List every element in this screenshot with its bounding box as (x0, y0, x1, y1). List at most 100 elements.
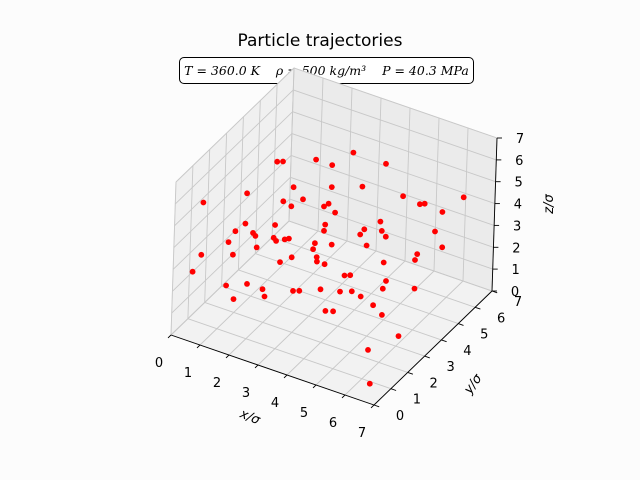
grid-line-z-back (290, 154, 495, 226)
axis-lines (170, 137, 498, 406)
data-point (383, 278, 389, 284)
data-points (189, 149, 467, 387)
grid-line-x-floor (199, 230, 319, 346)
grid-line-y-floor (221, 285, 425, 357)
x-tick-label: 2 (213, 376, 221, 391)
z-tick-label: 7 (516, 132, 524, 147)
y-tick-mark (407, 371, 414, 375)
data-point (370, 302, 376, 309)
grid-line-x-back (317, 77, 324, 232)
grid-line-x-back (404, 107, 411, 262)
data-point (270, 234, 277, 241)
x-tick-mark (312, 384, 317, 389)
y-axis-label: y/σ (461, 371, 486, 398)
grid-line-x-back (433, 117, 440, 272)
data-point (253, 244, 260, 251)
data-point (313, 254, 320, 260)
data-point (290, 288, 296, 294)
data-point (242, 220, 249, 227)
data-point (347, 272, 354, 279)
data-point (332, 209, 338, 216)
z-tick-label: 2 (512, 241, 520, 256)
data-point (286, 235, 292, 242)
data-point (350, 149, 357, 156)
x-tick-label: 6 (329, 416, 337, 431)
y-tick-label: 4 (463, 344, 471, 359)
x-tick-mark (225, 354, 230, 359)
y-tick-mark (474, 306, 481, 310)
x-tick-label: 4 (271, 396, 279, 411)
data-point (359, 183, 366, 190)
data-point (432, 228, 438, 235)
data-point (329, 162, 336, 169)
z-tick-label: 0 (511, 285, 519, 300)
data-point (366, 380, 373, 387)
grid-line-z-back (293, 67, 498, 139)
chart-title: Particle trajectories (237, 31, 403, 51)
data-point (337, 288, 343, 295)
grid-line-x-floor (228, 240, 348, 356)
y-tick-mark (441, 339, 447, 343)
grid-line-y-side (254, 100, 261, 254)
data-point (300, 196, 306, 203)
z-tick-label: 5 (514, 176, 522, 191)
grid-line-x-back (462, 127, 469, 282)
x-tick-mark (370, 404, 375, 409)
data-point (312, 240, 318, 247)
data-point (322, 308, 329, 314)
x-tick-label: 3 (242, 386, 250, 401)
data-point (259, 286, 266, 293)
data-point (411, 285, 418, 292)
grid-line-z-back (292, 111, 496, 183)
data-point (348, 288, 355, 295)
grid-line-y-side (170, 181, 177, 336)
data-point (200, 199, 207, 206)
pressure-annotation: P = 40.3 MPa (382, 63, 469, 78)
data-point (439, 244, 446, 251)
grid-line-y-side (204, 149, 211, 303)
grid-line-z-side (175, 67, 295, 183)
data-point (378, 228, 385, 234)
y-tick-label: 1 (413, 393, 421, 408)
data-point (244, 190, 251, 197)
data-point (321, 203, 327, 210)
data-point (290, 184, 297, 191)
y-axis-line (373, 290, 493, 406)
data-point (321, 227, 327, 234)
y-tick-label: 0 (396, 409, 404, 424)
grid-line-z-side (174, 111, 293, 227)
data-point (412, 257, 418, 263)
data-point (198, 251, 205, 258)
data-point (379, 312, 385, 318)
data-point (382, 233, 389, 240)
x-axis-label: x/σ (237, 406, 263, 428)
data-point (277, 259, 283, 265)
data-point (325, 200, 332, 207)
y-tick-mark (458, 323, 464, 326)
z-axis-label: z/σ (542, 194, 557, 215)
data-point (330, 308, 336, 315)
data-point (313, 156, 319, 163)
z-axis-line (491, 137, 498, 292)
y-tick-label: 6 (497, 311, 505, 326)
data-point (341, 272, 348, 279)
data-point (223, 282, 230, 289)
grid-line-z-side (173, 133, 293, 248)
data-point (322, 221, 329, 228)
y-tick-mark (424, 355, 430, 359)
grid-line-z-side (172, 155, 292, 270)
data-point (314, 258, 320, 265)
data-point (317, 286, 324, 293)
z-tick-label: 6 (515, 154, 523, 169)
data-point (296, 287, 303, 294)
z-tick-label: 1 (512, 263, 520, 278)
x-tick-mark (341, 394, 346, 399)
data-point (328, 184, 335, 191)
y-tick-mark (390, 388, 397, 391)
data-point (395, 333, 402, 339)
x-axis-line (170, 334, 375, 406)
grid-line-x-back (346, 87, 353, 242)
grid-line-y-floor (187, 318, 392, 390)
